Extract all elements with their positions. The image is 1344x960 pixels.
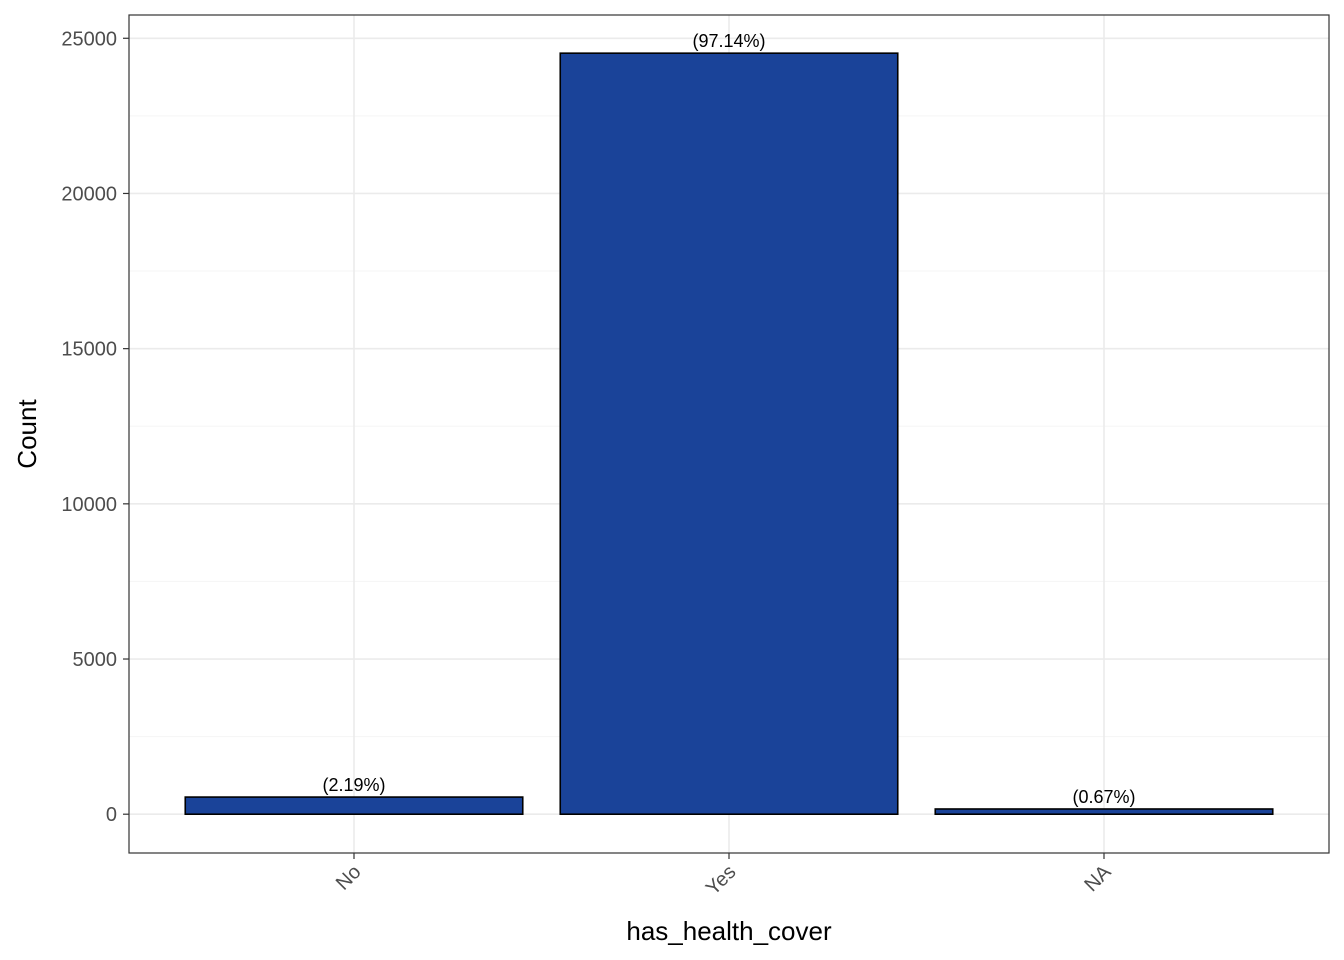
data-label-yes: (97.14%) bbox=[692, 31, 765, 51]
x-tick-label-yes: Yes bbox=[702, 861, 741, 900]
y-tick-label: 0 bbox=[106, 804, 117, 826]
y-tick-label: 15000 bbox=[61, 339, 117, 361]
y-axis: 0 5000 10000 15000 20000 25000 bbox=[61, 28, 129, 826]
bar-no bbox=[184, 796, 524, 816]
x-tick-label-no: No bbox=[332, 861, 366, 895]
bar-na bbox=[934, 808, 1274, 816]
y-tick-label: 20000 bbox=[61, 183, 117, 205]
y-tick-label: 10000 bbox=[61, 494, 117, 516]
data-label-no: (2.19%) bbox=[322, 775, 385, 795]
bars-layer bbox=[184, 52, 1274, 816]
data-label-na: (0.67%) bbox=[1072, 787, 1135, 807]
y-tick-label: 5000 bbox=[73, 649, 118, 671]
bar-yes bbox=[559, 52, 899, 816]
x-axis-title: has_health_cover bbox=[626, 916, 832, 946]
data-labels-layer: (2.19%) (97.14%) (0.67%) bbox=[322, 31, 1135, 807]
x-axis: No Yes NA bbox=[332, 853, 1116, 900]
y-axis-title: Count bbox=[12, 399, 42, 469]
y-tick-label: 25000 bbox=[61, 28, 117, 50]
x-tick-label-na: NA bbox=[1080, 861, 1116, 897]
